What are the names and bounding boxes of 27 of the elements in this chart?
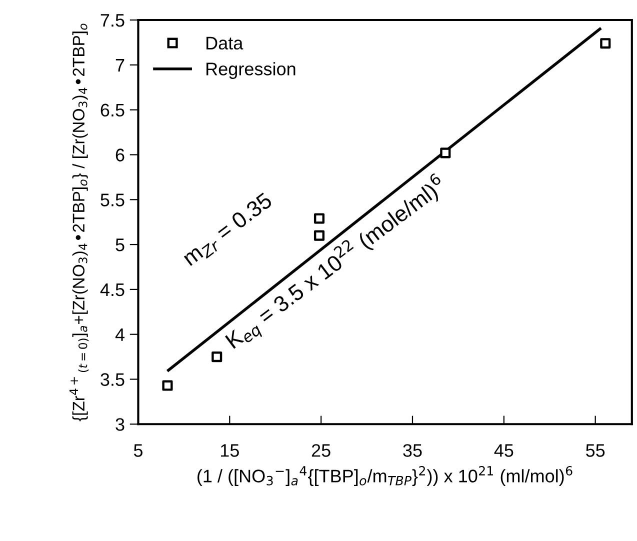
- y-tick-label: 5.5: [100, 194, 124, 206]
- y-tick-label: 7.5: [100, 14, 124, 27]
- x-tick-label: 55: [586, 444, 605, 457]
- point: [440, 148, 451, 158]
- point: [212, 352, 222, 362]
- x-tick-label: 35: [403, 444, 422, 457]
- point: [314, 230, 325, 241]
- y-tick-label: 6: [116, 148, 124, 162]
- y-tick-label: 6.5: [100, 104, 124, 117]
- y-tick-label: 4.5: [100, 284, 124, 296]
- y-tick-label: 3: [116, 418, 124, 431]
- x-tick-label: 5: [134, 444, 142, 457]
- x-tick-label: 25: [312, 444, 330, 457]
- y-tick-label: 4: [115, 328, 125, 341]
- point: [162, 380, 173, 391]
- point: [600, 38, 611, 49]
- text: (1 / ([NO$_{3}$$^{−}$]$_{a}$$^{4}${[TBP]$_{o}$/m$_{TBP}$}$^{2}$)) x 10$^{21}$ (ml/mol)$^{6}$: [198, 466, 572, 486]
- y-tick-label: 7: [116, 59, 124, 72]
- legend-label: Data: [206, 36, 244, 50]
- y-tick-label: 5: [116, 238, 124, 252]
- point: [314, 213, 325, 224]
- x-tick-label: 45: [494, 444, 514, 457]
- text: {[Zr$^{4+}$$_{(t=0)}$]$_{a}$+[Zr(NO$_{3}$)$_{4}$•2TBP]$_{o}$} / [Zr(NO$_{3}$)$_{4}$•2TBP]$_{o}$: [69, 24, 89, 422]
- legend-label: Regression: [206, 62, 296, 79]
- x-tick-label: 15: [220, 444, 239, 457]
- annotation: m$_{Zr}$ = 0.35: [184, 192, 273, 266]
- y-tick-label: 3.5: [100, 373, 124, 386]
